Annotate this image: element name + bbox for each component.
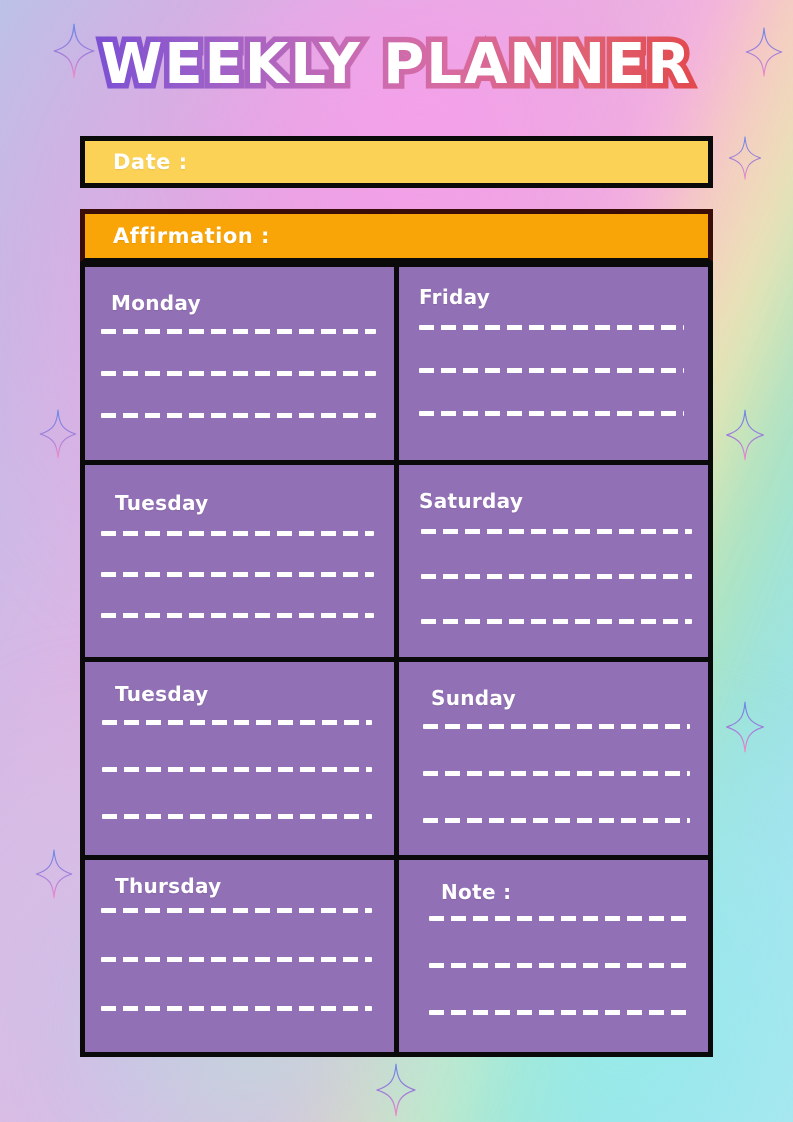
dashed-line[interactable] [101, 907, 372, 913]
dashed-line[interactable] [101, 956, 372, 962]
day-label-thursday: Thursday [115, 873, 222, 898]
dashed-line[interactable] [421, 573, 692, 579]
day-label-friday: Friday [419, 285, 491, 309]
dashed-line[interactable] [101, 329, 376, 334]
dashed-line[interactable] [421, 618, 692, 624]
dashed-line[interactable] [423, 724, 690, 729]
dashed-line[interactable] [102, 720, 372, 725]
dashed-line[interactable] [423, 771, 690, 776]
dashed-line[interactable] [419, 411, 684, 416]
dashed-line[interactable] [429, 962, 690, 968]
day-label-saturday: Saturday [419, 488, 524, 513]
day-label-sunday: Sunday [431, 686, 516, 710]
writing-lines[interactable] [101, 530, 374, 618]
date-label: Date : [113, 150, 188, 174]
day-cell-friday[interactable]: Friday [399, 267, 708, 460]
dashed-line[interactable] [429, 915, 690, 921]
day-label-tuesday-2: Tuesday [115, 682, 209, 706]
dashed-line[interactable] [421, 528, 692, 534]
dashed-line[interactable] [101, 571, 374, 577]
dashed-line[interactable] [102, 814, 372, 819]
dashed-line[interactable] [101, 371, 376, 376]
affirmation-label: Affirmation : [113, 224, 270, 248]
day-cell-tuesday-2[interactable]: Tuesday [85, 662, 394, 855]
day-grid: Monday Friday Tuesday [80, 262, 713, 1057]
dashed-line[interactable] [101, 413, 376, 418]
writing-lines[interactable] [102, 720, 372, 819]
writing-lines[interactable] [429, 915, 690, 1015]
writing-lines[interactable] [101, 329, 376, 418]
day-cell-thursday[interactable]: Thursday [85, 859, 394, 1052]
dashed-line[interactable] [101, 1005, 372, 1011]
dashed-line[interactable] [102, 767, 372, 772]
dashed-line[interactable] [429, 1009, 690, 1015]
page-title: WEEKLY PLANNER [91, 30, 703, 100]
day-label-monday: Monday [111, 291, 201, 315]
date-field[interactable]: Date : [80, 136, 713, 188]
day-label-tuesday: Tuesday [115, 490, 209, 515]
note-label: Note : [441, 879, 512, 904]
affirmation-field[interactable]: Affirmation : [80, 209, 713, 262]
writing-lines[interactable] [101, 907, 372, 1011]
dashed-line[interactable] [419, 368, 684, 373]
day-cell-monday[interactable]: Monday [85, 267, 394, 460]
dashed-line[interactable] [101, 612, 374, 618]
writing-lines[interactable] [423, 724, 690, 823]
writing-lines[interactable] [419, 325, 684, 416]
day-cell-tuesday[interactable]: Tuesday [85, 464, 394, 657]
day-cell-sunday[interactable]: Sunday [399, 662, 708, 855]
dashed-line[interactable] [423, 818, 690, 823]
writing-lines[interactable] [421, 528, 692, 624]
page-title-wrap: WEEKLY PLANNER [0, 30, 793, 100]
dashed-line[interactable] [419, 325, 684, 330]
day-cell-saturday[interactable]: Saturday [399, 464, 708, 657]
note-cell[interactable]: Note : [399, 859, 708, 1052]
dashed-line[interactable] [101, 530, 374, 536]
